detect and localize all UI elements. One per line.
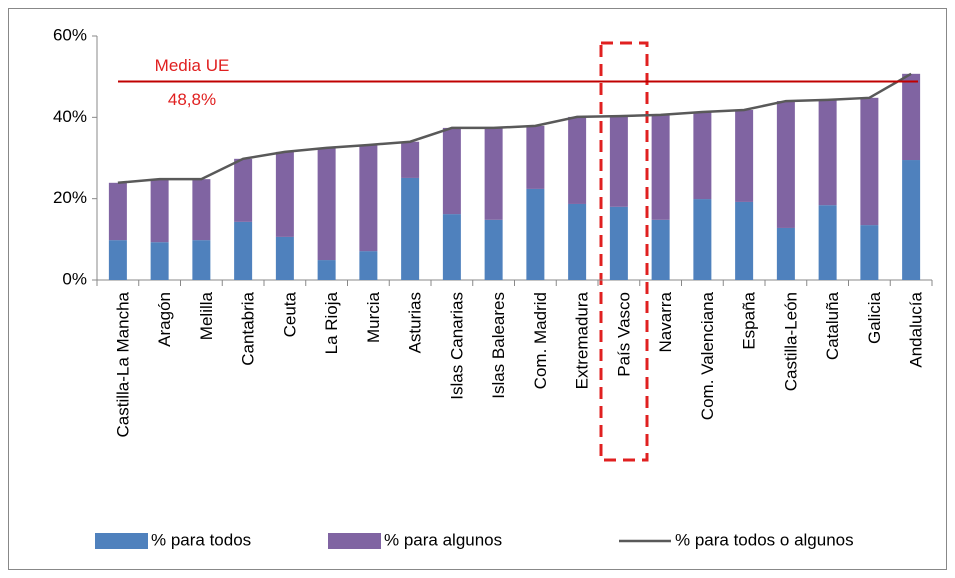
x-tick-label: País Vasco (614, 292, 633, 377)
bar (150, 179, 169, 243)
x-tick-label: Islas Canarias (447, 292, 466, 400)
y-tick-label: 20% (53, 188, 87, 207)
bar (902, 73, 921, 161)
legend-swatch (95, 533, 148, 549)
chart-frame (8, 8, 947, 570)
bar (568, 116, 587, 204)
x-tick-label: Asturias (406, 292, 425, 353)
x-tick-label: Navarra (656, 291, 675, 352)
x-tick-label: Melilla (197, 291, 216, 340)
legend-label: % para todos o algunos (675, 530, 854, 549)
x-tick-label: Castilla-La Mancha (113, 291, 132, 437)
x-tick-label: España (740, 291, 759, 349)
y-tick-label: 0% (62, 269, 87, 288)
x-tick-label: Com. Madrid (531, 292, 550, 389)
reference-value-label: 48,8% (168, 90, 216, 109)
bar (526, 125, 545, 189)
bar (735, 110, 754, 202)
bar (401, 141, 420, 178)
bar (651, 219, 670, 280)
bar (150, 242, 169, 280)
reference-label: Media UE (155, 56, 230, 75)
bar (442, 214, 461, 280)
bar (317, 147, 336, 261)
bar (317, 260, 336, 280)
bar (275, 151, 294, 237)
legend-label: % para algunos (384, 530, 502, 549)
legend-label: % para todos (151, 530, 251, 549)
bar (568, 203, 587, 280)
bar (776, 227, 795, 280)
bar (359, 144, 378, 252)
legend-swatch (328, 533, 381, 549)
x-tick-label: Andalucía (907, 291, 926, 367)
bar (776, 101, 795, 228)
highlight-box (599, 41, 649, 462)
bar (234, 158, 253, 222)
bar (108, 182, 127, 241)
bar (735, 201, 754, 280)
x-tick-label: Galicia (865, 291, 884, 344)
bar (275, 236, 294, 280)
bar (651, 114, 670, 220)
bar (108, 240, 127, 280)
bar (192, 179, 211, 241)
bar (693, 112, 712, 200)
x-tick-label: La Rioja (322, 291, 341, 354)
bar (484, 127, 503, 220)
bar (609, 206, 628, 280)
bar (860, 97, 879, 226)
bar (526, 188, 545, 280)
bar (860, 225, 879, 280)
y-tick-label: 40% (53, 107, 87, 126)
bar (442, 127, 461, 215)
x-tick-label: Cantabria (239, 291, 258, 365)
y-tick-label: 60% (53, 25, 87, 44)
x-tick-label: Ceuta (280, 291, 299, 337)
x-tick-label: Islas Baleares (489, 292, 508, 399)
bar (693, 199, 712, 280)
bar (192, 240, 211, 280)
bar (818, 99, 837, 206)
x-tick-label: Aragón (155, 292, 174, 347)
x-tick-label: Murcia (364, 291, 383, 343)
bar (401, 177, 420, 280)
x-tick-label: Extremadura (573, 291, 592, 389)
bar (818, 205, 837, 280)
bar (902, 160, 921, 280)
bar (484, 219, 503, 280)
bar (359, 251, 378, 280)
x-tick-label: Cataluña (823, 291, 842, 360)
line (117, 72, 912, 185)
x-tick-label: Com. Valenciana (698, 291, 717, 420)
bar (609, 116, 628, 207)
bar (234, 221, 253, 280)
x-tick-label: Castilla-León (781, 292, 800, 391)
